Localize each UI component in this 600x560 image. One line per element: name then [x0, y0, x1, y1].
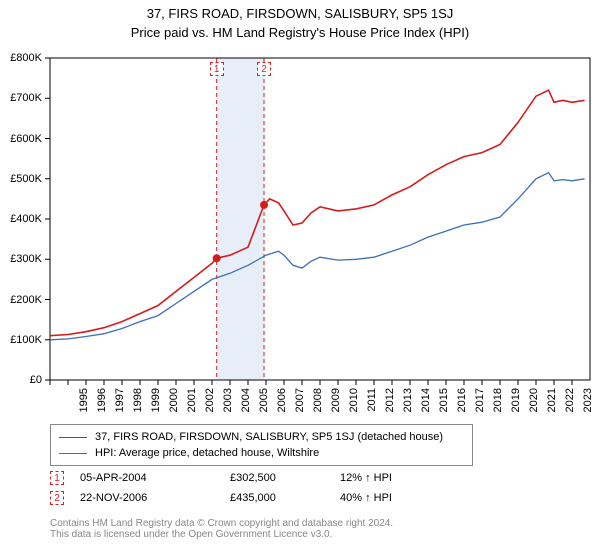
- x-tick-label: 2012: [384, 388, 396, 418]
- event-date: 05-APR-2004: [80, 472, 230, 484]
- x-tick-label: 2000: [168, 388, 180, 418]
- y-tick-label: £200K: [0, 294, 42, 306]
- event-date: 22-NOV-2006: [80, 492, 230, 504]
- x-tick-label: 1995: [78, 388, 90, 418]
- legend-row: 37, FIRS ROAD, FIRSDOWN, SALISBURY, SP5 …: [59, 429, 464, 445]
- event-marker-box: 1: [210, 62, 224, 76]
- y-tick-label: £500K: [0, 173, 42, 185]
- legend-label: 37, FIRS ROAD, FIRSDOWN, SALISBURY, SP5 …: [95, 431, 443, 443]
- x-tick-label: 2023: [582, 388, 594, 418]
- x-tick-label: 2010: [348, 388, 360, 418]
- y-tick-label: £700K: [0, 92, 42, 104]
- x-tick-label: 2005: [258, 388, 270, 418]
- x-tick-label: 2013: [402, 388, 414, 418]
- event-price: £302,500: [230, 472, 340, 484]
- legend-row: HPI: Average price, detached house, Wilt…: [59, 445, 464, 461]
- footer-line1: Contains HM Land Registry data © Crown c…: [50, 518, 393, 529]
- x-tick-label: 2022: [564, 388, 576, 418]
- event-row: 1 05-APR-2004£302,50012% ↑ HPI: [50, 468, 450, 488]
- x-tick-label: 2004: [240, 388, 252, 418]
- x-tick-label: 2019: [510, 388, 522, 418]
- y-tick-label: £100K: [0, 334, 42, 346]
- event-number-box: 2: [50, 491, 64, 505]
- x-tick-label: 2001: [186, 388, 198, 418]
- legend-box: 37, FIRS ROAD, FIRSDOWN, SALISBURY, SP5 …: [50, 424, 473, 466]
- legend-label: HPI: Average price, detached house, Wilt…: [95, 447, 319, 459]
- x-tick-label: 1998: [132, 388, 144, 418]
- footer-line2: This data is licensed under the Open Gov…: [50, 529, 393, 540]
- event-number-box: 1: [50, 471, 64, 485]
- x-tick-label: 2009: [330, 388, 342, 418]
- x-tick-label: 2020: [528, 388, 540, 418]
- events-table: 1 05-APR-2004£302,50012% ↑ HPI 2 22-NOV-200…: [50, 468, 450, 508]
- y-tick-label: £600K: [0, 133, 42, 145]
- y-tick-label: £0: [0, 374, 42, 386]
- x-tick-label: 2006: [276, 388, 288, 418]
- y-tick-label: £400K: [0, 213, 42, 225]
- x-tick-label: 2016: [456, 388, 468, 418]
- event-delta: 40% ↑ HPI: [340, 492, 450, 504]
- x-tick-label: 1999: [150, 388, 162, 418]
- x-tick-label: 2003: [222, 388, 234, 418]
- x-tick-label: 2002: [204, 388, 216, 418]
- x-tick-label: 2011: [366, 388, 378, 418]
- x-tick-label: 2018: [492, 388, 504, 418]
- x-tick-label: 1997: [114, 388, 126, 418]
- legend-swatch: [59, 437, 87, 438]
- event-marker-box: 2: [257, 62, 271, 76]
- event-delta: 12% ↑ HPI: [340, 472, 450, 484]
- x-tick-label: 2014: [420, 388, 432, 418]
- chart-container: 37, FIRS ROAD, FIRSDOWN, SALISBURY, SP5 …: [0, 0, 600, 560]
- footer-text: Contains HM Land Registry data © Crown c…: [50, 518, 393, 540]
- event-price: £435,000: [230, 492, 340, 504]
- x-tick-label: 2017: [474, 388, 486, 418]
- legend-swatch: [59, 453, 87, 454]
- x-tick-label: 1996: [96, 388, 108, 418]
- y-tick-label: £800K: [0, 52, 42, 64]
- x-tick-label: 2008: [312, 388, 324, 418]
- event-row: 2 22-NOV-2006£435,00040% ↑ HPI: [50, 488, 450, 508]
- x-tick-label: 2015: [438, 388, 450, 418]
- y-tick-label: £300K: [0, 253, 42, 265]
- x-tick-label: 2021: [546, 388, 558, 418]
- x-tick-label: 2007: [294, 388, 306, 418]
